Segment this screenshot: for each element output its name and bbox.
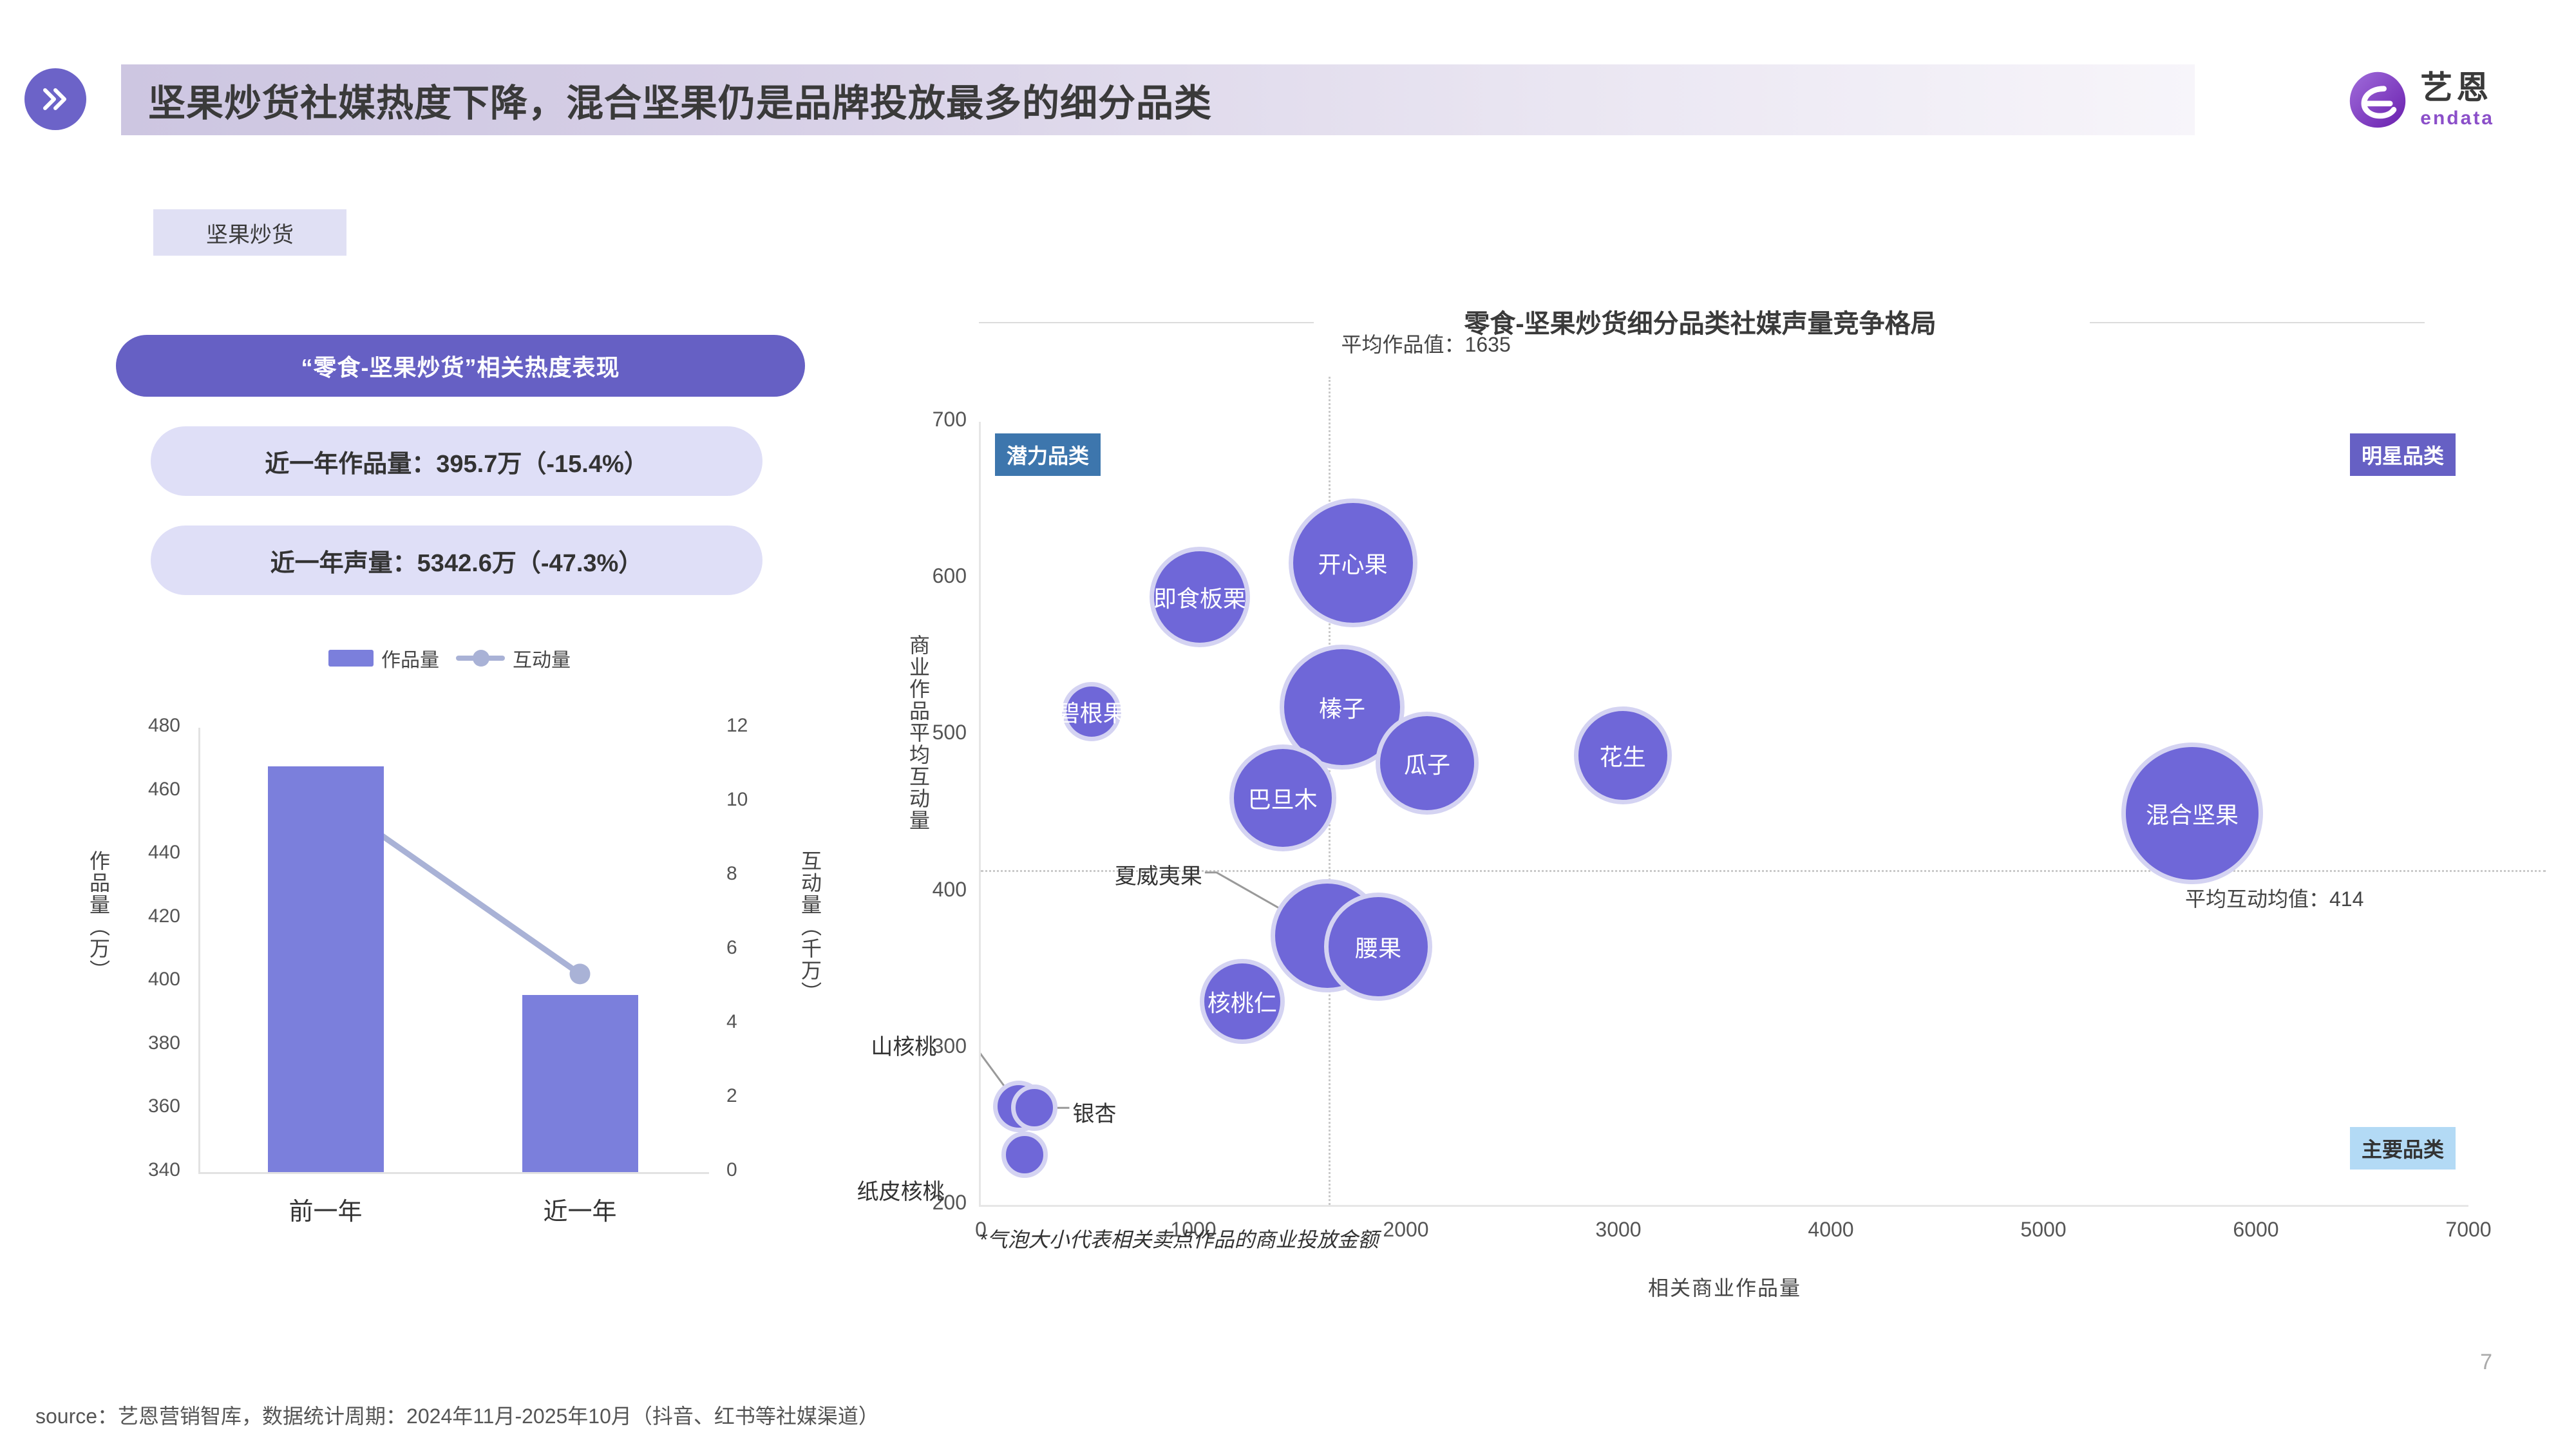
bar-x-category: 前一年	[289, 1198, 363, 1226]
bar-y-tick-left: 440	[147, 842, 180, 864]
bubble-y-tick: 500	[932, 721, 967, 744]
bar-y-tick-left: 420	[147, 905, 180, 927]
bubble-即食板栗[interactable]: 即食板栗	[1149, 547, 1250, 648]
bubble-chart-title: 零食-坚果炒货细分品类社媒声量竞争格局	[1464, 310, 1937, 338]
bar-y-tick-left: 460	[147, 778, 180, 800]
bar-x-category: 近一年	[543, 1198, 617, 1226]
bubble-纸皮核桃[interactable]	[1001, 1132, 1048, 1179]
bubble-腰果[interactable]: 腰果	[1324, 892, 1433, 1001]
bar-y-tick-right: 8	[726, 863, 737, 884]
bubble-chart-note: *气泡大小代表相关卖点作品的商业投放金额	[979, 1228, 1379, 1251]
bubble-label: 开心果	[1318, 551, 1388, 578]
bubble-x-tick: 3000	[1595, 1218, 1642, 1241]
heat-trend-chart: 作品量 互动量 作品量（万） 互动量（千万） 340 360 380 400 420 44…	[87, 638, 837, 1314]
brand-logo: 艺恩 endata	[2347, 64, 2494, 135]
bubble-label: 花生	[1599, 744, 1646, 771]
bar-y-tick-right: 6	[726, 937, 737, 958]
bubble-label: 巴旦木	[1247, 786, 1318, 813]
bubble-瓜子[interactable]: 瓜子	[1376, 712, 1479, 815]
bar-plot-area	[198, 728, 709, 1174]
endata-e-logo-icon	[2350, 71, 2406, 128]
bar-y-tick-left: 400	[147, 969, 180, 990]
legend-line-icon	[456, 650, 505, 667]
bubble-y-tick: 400	[932, 877, 967, 901]
bubble-碧根果[interactable]: 碧根果	[1057, 681, 1126, 741]
bar-y-axis-title-right: 互动量（千万）	[799, 850, 822, 1003]
bar-近一年	[522, 995, 638, 1172]
bar-y-tick-left: 340	[147, 1159, 180, 1180]
legend-label-interaction: 互动量	[513, 650, 571, 671]
avg-y-annotation: 平均互动均值：414	[2185, 887, 2364, 911]
bubble-outside-label-夏威夷果: 夏威夷果	[1114, 864, 1202, 889]
bar-y-tick-left: 380	[147, 1032, 180, 1054]
avg-x-annotation: 平均作品值：1635	[1341, 333, 1511, 356]
bubble-x-tick: 2000	[1383, 1218, 1429, 1241]
bar-y-tick-right: 0	[726, 1159, 737, 1180]
double-chevron-right-icon	[24, 68, 86, 130]
bubble-label: 核桃仁	[1207, 989, 1277, 1016]
logo-en-text: endata	[2420, 108, 2494, 129]
bubble-plot-area: 商业作品平均互动量 相关商业作品量 平均作品值：1635 平均互动均值：414 …	[857, 333, 2546, 1300]
bubble-competition-chart: 零食-坚果炒货细分品类社媒声量竞争格局 商业作品平均互动量 相关商业作品量 平均…	[857, 303, 2546, 1307]
bar-y-tick-left: 360	[147, 1095, 180, 1117]
quadrant-badge-bottom-right: 主要品类	[2349, 1127, 2456, 1170]
legend-label-works: 作品量	[381, 650, 439, 671]
bubble-y-tick: 700	[932, 408, 967, 431]
bubble-x-tick: 5000	[2020, 1218, 2067, 1241]
title-rule-right	[2090, 322, 2425, 323]
bubble-核桃仁[interactable]: 核桃仁	[1199, 958, 1285, 1044]
bubble-label: 碧根果	[1056, 699, 1126, 726]
bubble-巴旦木[interactable]: 巴旦木	[1229, 744, 1336, 851]
bubble-混合坚果[interactable]: 混合坚果	[2121, 743, 2263, 884]
bar-y-tick-right: 10	[726, 789, 748, 810]
category-tag: 坚果炒货	[153, 209, 346, 256]
bubble-label: 腰果	[1355, 934, 1402, 961]
bubble-x-tick: 4000	[1808, 1218, 1854, 1241]
bubble-花生[interactable]: 花生	[1573, 706, 1672, 805]
bubble-x-tick: 1000	[1170, 1218, 1217, 1241]
quadrant-badge-top-left: 潜力品类	[995, 433, 1101, 476]
bubble-outside-label-银杏: 银杏	[1072, 1102, 1117, 1127]
quadrant-badge-top-right: 明星品类	[2349, 433, 2456, 476]
stat-pill-voice: 近一年声量：5342.6万（-47.3%）	[151, 526, 762, 595]
stat-pill-works: 近一年作品量：395.7万（-15.4%）	[151, 426, 762, 496]
page-number: 7	[2480, 1350, 2492, 1374]
bubble-label: 即食板栗	[1153, 585, 1246, 612]
bar-y-tick-left: 480	[147, 715, 180, 736]
bubble-x-tick: 7000	[2445, 1218, 2492, 1241]
bar-前一年	[267, 766, 384, 1172]
legend-swatch-icon	[328, 650, 374, 667]
bar-chart-legend: 作品量 互动量	[328, 644, 571, 672]
bubble-银杏[interactable]	[1010, 1084, 1057, 1132]
bubble-outside-label-纸皮核桃: 纸皮核桃	[857, 1180, 945, 1205]
average-y-line	[981, 869, 2546, 872]
bubble-y-tick: 200	[932, 1191, 967, 1214]
bubble-x-axis-title: 相关商业作品量	[1647, 1276, 1801, 1300]
bubble-x-tick: 0	[975, 1218, 987, 1241]
logo-wordmark: 艺恩 endata	[2420, 71, 2494, 128]
bubble-y-tick: 300	[932, 1034, 967, 1057]
bubble-开心果[interactable]: 开心果	[1288, 498, 1417, 627]
bubble-y-axis-title: 商业作品平均互动量	[907, 634, 930, 831]
page-title: 坚果炒货社媒热度下降，混合坚果仍是品牌投放最多的细分品类	[148, 82, 1213, 124]
title-band: 坚果炒货社媒热度下降，混合坚果仍是品牌投放最多的细分品类	[121, 64, 2195, 135]
logo-cn-text: 艺恩	[2420, 70, 2493, 106]
bubble-x-tick: 6000	[2233, 1218, 2279, 1241]
bar-y-tick-right: 12	[726, 715, 748, 736]
bubble-label: 榛子	[1318, 695, 1365, 722]
source-note: source：艺恩营销智库，数据统计周期：2024年11月-2025年10月（抖…	[35, 1405, 879, 1428]
bar-y-tick-right: 2	[726, 1085, 737, 1106]
left-summary-panel: “零食-坚果炒货”相关热度表现 近一年作品量：395.7万（-15.4%） 近一…	[116, 335, 811, 595]
bubble-label: 混合坚果	[2145, 802, 2239, 828]
bubble-outside-label-山核桃: 山核桃	[871, 1034, 937, 1059]
title-rule-left	[979, 322, 1314, 323]
left-panel-title: “零食-坚果炒货”相关热度表现	[116, 335, 805, 397]
page-header: 坚果炒货社媒热度下降，混合坚果仍是品牌投放最多的细分品类 艺恩 endata	[24, 64, 2536, 135]
legend-item-interaction: 互动量	[456, 644, 571, 672]
bar-y-tick-right: 4	[726, 1011, 737, 1032]
legend-item-works: 作品量	[328, 644, 439, 672]
bubble-label: 瓜子	[1403, 752, 1450, 779]
bar-y-axis-title-left: 作品量（万）	[87, 850, 110, 981]
bubble-y-tick: 600	[932, 564, 967, 588]
